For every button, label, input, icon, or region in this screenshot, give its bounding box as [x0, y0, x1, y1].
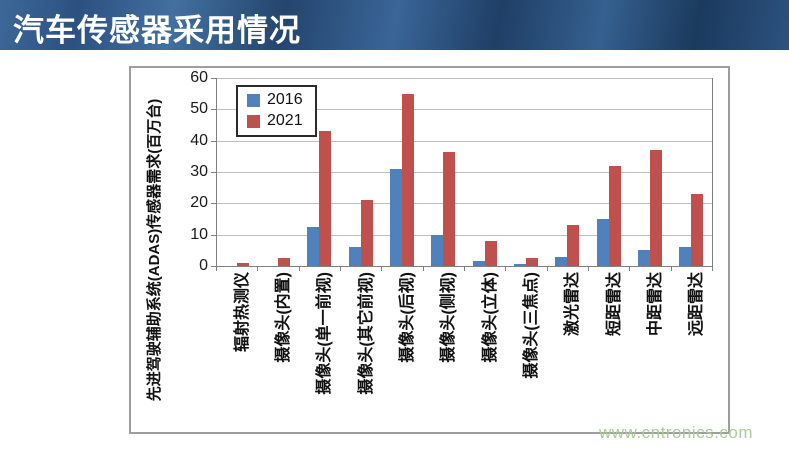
gridline	[216, 172, 712, 173]
x-tick-mark	[505, 267, 507, 271]
bar-2016-6	[431, 234, 444, 266]
x-axis-label: 摄像头(侧视)	[440, 272, 458, 363]
x-tick-mark	[670, 267, 672, 271]
legend-item-2016: 2016	[247, 92, 303, 108]
y-tick-mark	[211, 266, 216, 267]
legend: 2016 2021	[236, 85, 317, 137]
bar-2021-4	[360, 200, 373, 266]
legend-swatch-2021	[247, 114, 260, 128]
chart-card: 先进驾驶辅助系统(ADAS)传感器需求(百万台) 2016 2021 0 10 20…	[129, 66, 730, 434]
y-tick-label: 60	[190, 69, 208, 86]
x-axis-line	[216, 266, 713, 267]
bar-2021-7	[484, 240, 497, 266]
x-tick-mark	[588, 267, 589, 271]
x-tick-mark	[712, 267, 713, 271]
gridline	[216, 140, 712, 142]
bar-2021-10	[608, 165, 621, 266]
y-tick-label: 40	[190, 131, 208, 149]
gridline	[216, 109, 712, 111]
x-axis-label: 短距雷达	[605, 272, 623, 337]
bar-2016-5	[390, 168, 402, 266]
y-tick-label: 30	[190, 163, 208, 180]
bar-2016-10	[596, 219, 609, 266]
plot-right-border	[712, 78, 713, 267]
bar-2021-8	[526, 258, 538, 266]
bar-2016-3	[307, 226, 320, 266]
x-tick-mark	[422, 267, 424, 271]
title-banner: 汽车传感器采用情况	[0, 0, 789, 50]
y-tick-label: 10	[190, 225, 208, 243]
x-axis-label: 远距雷达	[688, 272, 706, 337]
x-axis-label: 摄像头(立体)	[481, 272, 499, 363]
bar-2016-12	[679, 247, 692, 266]
x-axis-label: 激光雷达	[564, 272, 582, 337]
legend-label-2021: 2021	[267, 112, 303, 129]
x-tick-mark	[340, 267, 341, 271]
x-axis-label: 摄像头(后视)	[399, 272, 416, 363]
x-tick-mark	[216, 267, 217, 271]
y-axis-line	[216, 78, 217, 267]
gridline	[216, 78, 712, 79]
gridline	[216, 234, 712, 236]
bar-2016-7	[472, 261, 485, 266]
legend-item-2021: 2021	[247, 113, 303, 129]
x-tick-mark	[298, 267, 300, 271]
x-tick-mark	[381, 267, 383, 271]
bar-2021-3	[319, 131, 332, 266]
x-tick-mark	[629, 267, 631, 271]
bar-2021-2	[278, 258, 290, 266]
y-tick-mark	[211, 203, 216, 205]
x-axis-label: 摄像头(单一前视)	[316, 272, 334, 395]
x-tick-mark	[464, 267, 465, 271]
y-tick-label: 0	[199, 257, 208, 274]
y-tick-mark	[211, 78, 216, 79]
y-tick-label: 50	[190, 100, 208, 118]
y-tick-mark	[211, 234, 216, 236]
legend-label-2016: 2016	[267, 91, 303, 108]
page-title: 汽车传感器采用情况	[13, 13, 301, 48]
x-axis-label: 辐射热测仪	[233, 272, 251, 353]
bar-2016-8	[514, 264, 526, 266]
x-tick-mark	[257, 267, 259, 271]
chart-plot-region: 先进驾驶辅助系统(ADAS)传感器需求(百万台) 2016 2021 0 10 20…	[131, 68, 728, 432]
x-tick-mark	[546, 267, 548, 271]
x-axis-label: 摄像头(三焦点)	[523, 272, 540, 379]
bar-2016-9	[555, 256, 568, 266]
bar-2021-1	[236, 262, 249, 266]
x-axis-label: 中距雷达	[647, 272, 664, 337]
watermark: www.cntronics.com	[599, 423, 753, 442]
y-tick-mark	[211, 109, 216, 111]
bar-2021-11	[650, 150, 662, 266]
gridline	[216, 203, 712, 205]
x-axis-label: 摄像头(其它前视)	[357, 272, 375, 395]
bar-2021-5	[402, 93, 414, 266]
bar-2021-12	[691, 193, 704, 266]
y-axis-title: 先进驾驶辅助系统(ADAS)传感器需求(百万台)	[146, 98, 163, 402]
y-tick-label: 20	[190, 194, 208, 212]
bar-2021-6	[443, 151, 456, 266]
y-tick-mark	[211, 172, 216, 173]
bar-2016-11	[638, 250, 650, 266]
bar-2016-4	[348, 247, 361, 266]
y-tick-mark	[211, 140, 216, 142]
bar-2021-9	[567, 225, 580, 266]
x-axis-label: 摄像头(内置)	[275, 272, 292, 363]
legend-swatch-2016	[247, 93, 260, 107]
